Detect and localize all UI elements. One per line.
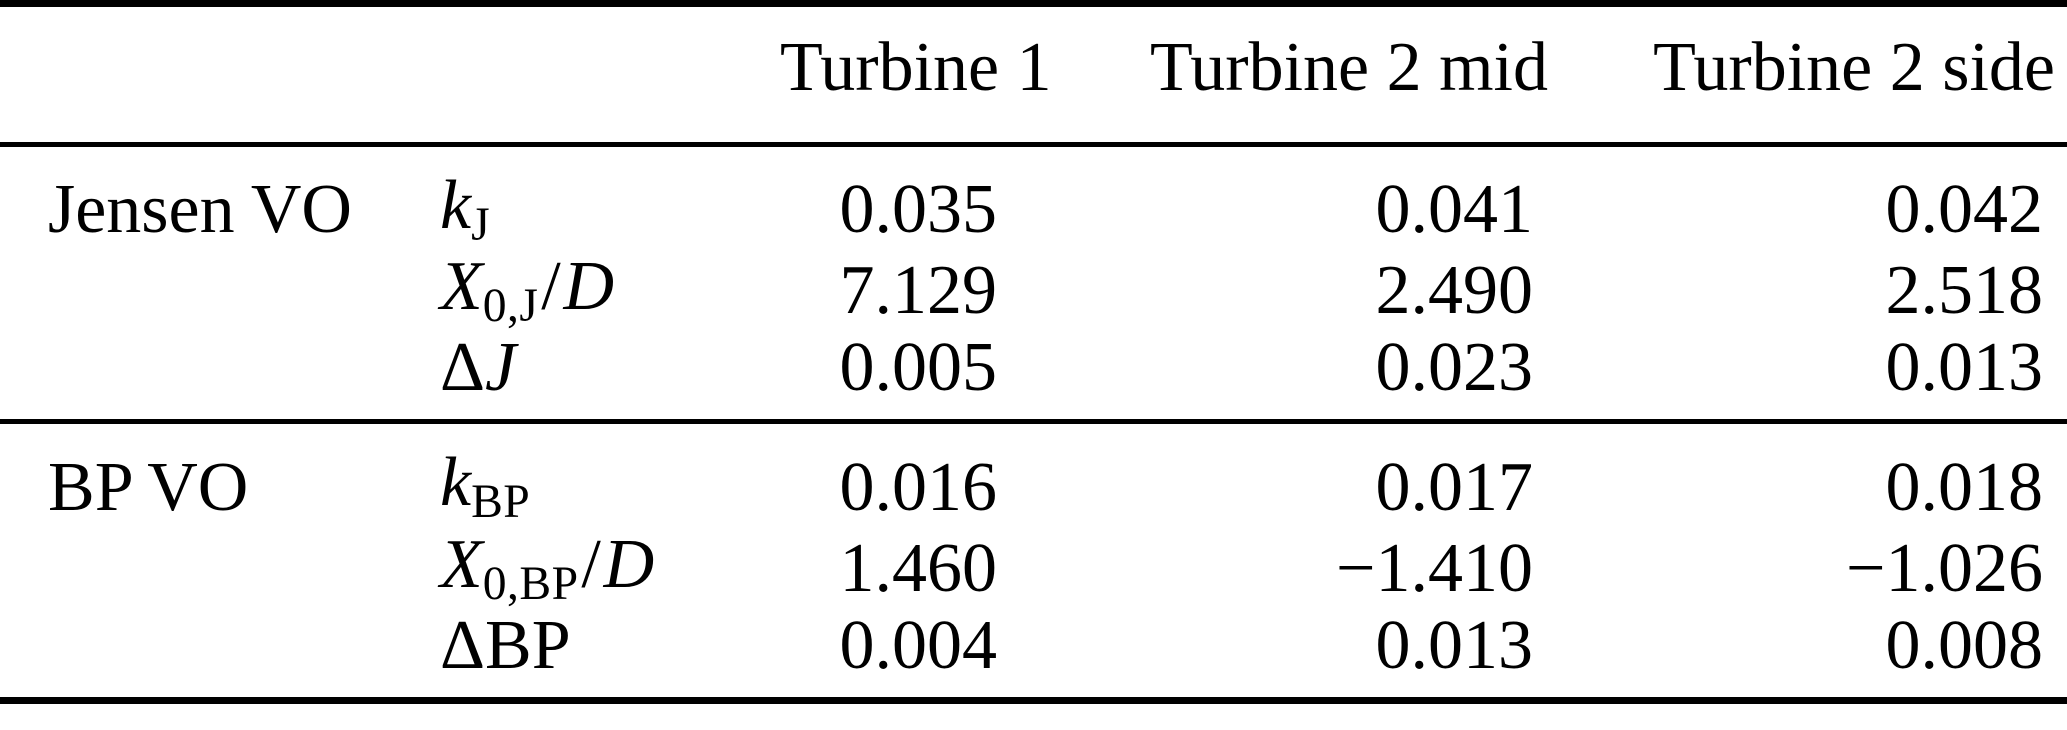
row-group: BP VO kBP 0.016 0.017 0.018 X0,BP/D 1.460 −1.41… [0, 422, 2067, 700]
header-row: Turbine 1 Turbine 2 mid Turbine 2 side [0, 3, 2067, 147]
param-text: Δ [440, 606, 486, 684]
value-cell: 0.018 [1885, 448, 2044, 526]
param-symbol: D [563, 248, 615, 326]
table-row: Jensen VO kJ 0.035 0.041 0.042 [0, 145, 2067, 250]
param-cell: kBP [440, 422, 780, 527]
value-cell: 0.008 [1885, 606, 2044, 684]
param-cell: ΔJ [440, 333, 780, 422]
value-cell: 0.041 [1375, 171, 1534, 249]
group-label-cell: BP VO [48, 448, 249, 526]
group-label-cell [0, 333, 440, 422]
param-text: Δ [440, 329, 486, 407]
header-empty-param [440, 3, 780, 147]
table-row: X0,J/D 7.129 2.490 2.518 [0, 249, 2067, 333]
group-label-cell: Jensen VO [48, 171, 352, 249]
value-cell: 0.005 [839, 329, 998, 407]
param-subscript: 0,BP [482, 557, 579, 610]
param-symbol: J [485, 329, 517, 407]
param-text: / [541, 248, 561, 326]
parameters-table: Turbine 1 Turbine 2 mid Turbine 2 side J… [0, 0, 2067, 704]
value-cell: 0.013 [1885, 329, 2044, 407]
value-cell: 0.042 [1885, 171, 2044, 249]
column-header-turbine-1: Turbine 1 [780, 3, 1065, 147]
table-row: BP VO kBP 0.016 0.017 0.018 [0, 422, 2067, 527]
group-label-cell [0, 527, 440, 611]
param-cell: X0,J/D [440, 249, 780, 333]
param-text: BP [485, 606, 571, 684]
value-cell: 7.129 [839, 252, 998, 330]
value-cell: 0.013 [1375, 606, 1534, 684]
value-cell: 2.518 [1885, 252, 2044, 330]
param-subscript: J [471, 198, 491, 251]
table-row: ΔJ 0.005 0.023 0.013 [0, 333, 2067, 422]
param-cell: kJ [440, 145, 780, 250]
table-header: Turbine 1 Turbine 2 mid Turbine 2 side [0, 3, 2067, 147]
value-cell: 2.490 [1375, 252, 1534, 330]
group-label-cell [0, 611, 440, 701]
param-subscript: 0,J [482, 280, 539, 333]
param-cell: ΔBP [440, 610, 780, 701]
param-cell: X0,BP/D [440, 527, 780, 611]
value-cell: 1.460 [839, 529, 998, 607]
value-cell: −1.026 [1846, 529, 2043, 607]
column-header-turbine-2-side: Turbine 2 side [1560, 3, 2067, 147]
row-group: Jensen VO kJ 0.035 0.041 0.042 X0,J/D 7.129 2.4… [0, 145, 2067, 422]
value-cell: 0.035 [839, 171, 998, 249]
header-empty-group [0, 3, 440, 147]
param-symbol: X [440, 248, 483, 326]
column-header-turbine-2-mid: Turbine 2 mid [1065, 3, 1560, 147]
table-row: ΔBP 0.004 0.013 0.008 [0, 606, 2067, 701]
param-symbol: D [603, 525, 655, 603]
value-cell: 0.016 [839, 448, 998, 526]
value-cell: 0.004 [839, 606, 998, 684]
table-row: X0,BP/D 1.460 −1.410 −1.026 [0, 527, 2067, 611]
param-symbol: k [440, 167, 472, 244]
group-label-cell [0, 249, 440, 333]
param-symbol: X [440, 525, 483, 603]
value-cell: 0.023 [1375, 329, 1534, 407]
value-cell: −1.410 [1336, 529, 1533, 607]
param-subscript: BP [471, 476, 531, 529]
param-symbol: k [440, 444, 472, 522]
param-text: / [581, 525, 601, 603]
value-cell: 0.017 [1375, 448, 1534, 526]
